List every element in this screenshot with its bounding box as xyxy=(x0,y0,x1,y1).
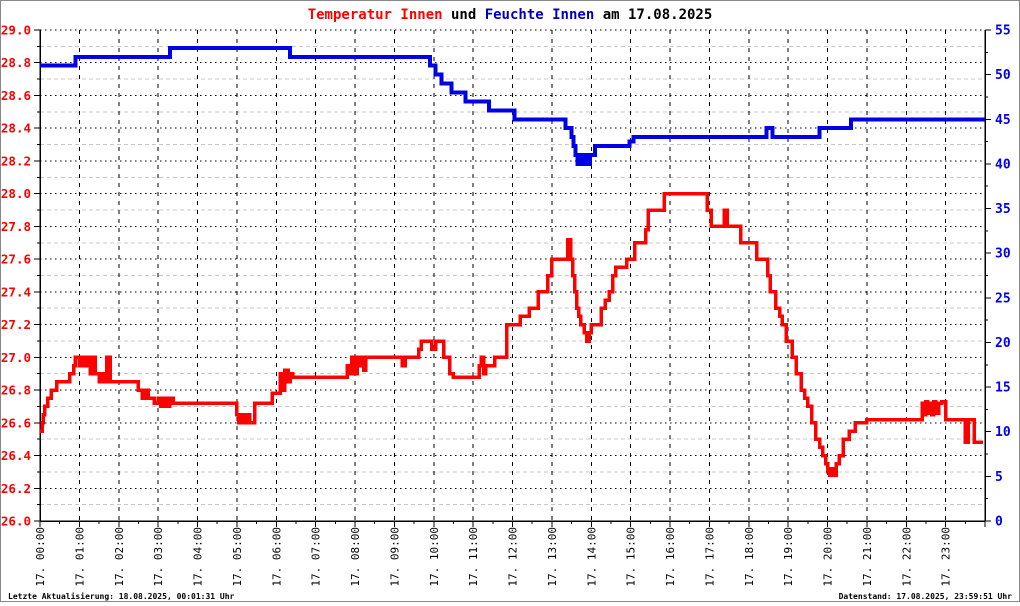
right-axis-tick-label: 5 xyxy=(995,470,1003,485)
x-axis-tick-label: 17. 01:00 xyxy=(73,527,86,587)
right-axis-tick-label: 10 xyxy=(995,425,1011,440)
x-axis-tick-label: 17. 08:00 xyxy=(349,527,362,587)
left-axis-tick-label: 27.6 xyxy=(1,252,31,267)
x-axis-tick-label: 17. 07:00 xyxy=(310,527,323,587)
chart-title: Temperatur Innen und Feuchte Innen am 17… xyxy=(308,7,713,23)
footer-data-state: Datenstand: 17.08.2025, 23:59:51 Uhr xyxy=(839,592,1013,601)
left-axis-tick-label: 26.4 xyxy=(1,448,31,463)
x-axis-tick-label: 17. 16:00 xyxy=(664,527,677,587)
x-axis-tick-label: 17. 02:00 xyxy=(113,527,126,587)
left-axis-tick-label: 26.0 xyxy=(1,514,31,529)
x-axis-tick-label: 17. 03:00 xyxy=(152,527,165,587)
left-axis-tick-label: 27.8 xyxy=(1,219,31,234)
x-axis-tick-label: 17. 04:00 xyxy=(192,527,205,587)
left-axis-tick-label: 27.4 xyxy=(1,284,31,299)
x-axis-tick-label: 17. 20:00 xyxy=(822,527,835,587)
right-axis-tick-label: 40 xyxy=(995,157,1011,172)
left-axis-tick-label: 28.0 xyxy=(1,186,31,201)
left-axis-tick-label: 27.0 xyxy=(1,350,31,365)
left-axis-tick-label: 28.2 xyxy=(1,153,31,168)
x-axis-tick-label: 17. 05:00 xyxy=(231,527,244,587)
x-axis-tick-label: 17. 15:00 xyxy=(625,527,638,587)
right-axis-tick-label: 35 xyxy=(995,202,1011,217)
temperature-line xyxy=(40,191,983,477)
right-axis-tick-label: 15 xyxy=(995,381,1011,396)
right-axis-tick-label: 25 xyxy=(995,291,1011,306)
right-axis-tick-label: 45 xyxy=(995,113,1011,128)
x-axis-tick-label: 17. 22:00 xyxy=(900,527,913,587)
right-axis-tick-label: 0 xyxy=(995,515,1003,530)
title-connector: und xyxy=(451,7,485,23)
right-axis-tick-label: 20 xyxy=(995,336,1011,351)
left-axis-tick-label: 26.2 xyxy=(1,481,31,496)
x-axis-tick-label: 17. 13:00 xyxy=(546,527,559,587)
x-axis-tick-label: 17. 10:00 xyxy=(428,527,441,587)
x-axis-tick-label: 17. 12:00 xyxy=(507,527,520,587)
right-axis-tick-label: 30 xyxy=(995,247,1011,262)
x-axis-tick-label: 17. 18:00 xyxy=(743,527,756,587)
x-axis-tick-label: 17. 23:00 xyxy=(940,527,953,587)
left-axis-tick-label: 27.2 xyxy=(1,317,31,332)
footer-last-update: Letzte Aktualisierung: 18.08.2025, 00:01… xyxy=(8,591,235,601)
title-humidity-series: Feuchte Innen xyxy=(485,7,595,23)
left-axis-tick-label: 26.8 xyxy=(1,383,31,398)
x-axis-tick-label: 17. 14:00 xyxy=(585,527,598,587)
left-axis-tick-label: 28.6 xyxy=(1,88,31,103)
x-axis-tick-label: 17. 09:00 xyxy=(388,527,401,587)
right-axis-tick-label: 50 xyxy=(995,68,1011,83)
humidity-line xyxy=(40,45,985,166)
plot-area: 29.0 28.8 28.6 28.4 28.2 28.0 27.8 27.6 27.4 27.2… xyxy=(1,23,1011,587)
title-date: am 17.08.2025 xyxy=(603,7,713,23)
left-axis-tick-label: 26.6 xyxy=(1,415,31,430)
left-axis-tick-label: 28.8 xyxy=(1,55,31,70)
x-axis-tick-label: 17. 06:00 xyxy=(270,527,283,587)
left-axis-tick-label: 29.0 xyxy=(1,23,31,38)
title-temperature-series: Temperatur Innen xyxy=(308,7,443,23)
x-axis-tick-label: 17. 21:00 xyxy=(861,527,874,587)
x-axis-tick-label: 17. 19:00 xyxy=(782,527,795,587)
x-axis-tick-label: 17. 00:00 xyxy=(34,527,47,587)
left-axis-tick-label: 28.4 xyxy=(1,121,31,136)
x-axis-tick-label: 17. 11:00 xyxy=(467,527,480,587)
x-axis-tick-label: 17. 17:00 xyxy=(703,527,716,587)
right-axis-tick-label: 55 xyxy=(995,24,1011,39)
